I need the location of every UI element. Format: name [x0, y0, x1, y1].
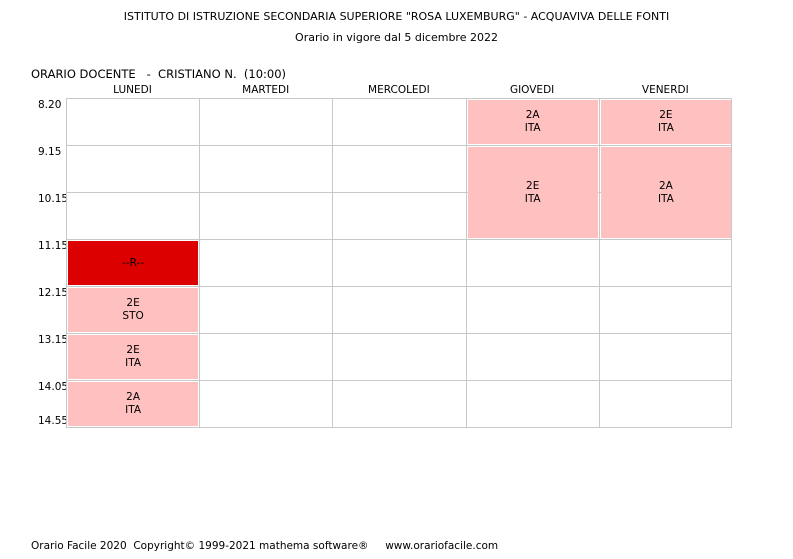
- grid-column-line: [199, 99, 201, 427]
- lesson-subject: ITA: [524, 122, 541, 134]
- lesson-class: 2E: [126, 297, 140, 309]
- lesson-cell[interactable]: 2A ITA: [68, 382, 199, 426]
- lesson-cell[interactable]: 2E ITA: [600, 100, 731, 144]
- time-label: 14.55: [38, 415, 69, 427]
- grid-column-line: [465, 99, 467, 427]
- grid-row-line: [67, 192, 731, 193]
- lesson-class: 2A: [126, 391, 141, 403]
- day-header-giovedi: GIOVEDI: [509, 84, 555, 96]
- time-label: 12.15: [38, 287, 69, 299]
- lesson-class: 2E: [659, 109, 673, 121]
- lesson-class: 2A: [658, 179, 673, 192]
- lesson-subject: ITA: [657, 192, 674, 205]
- time-label: 10.15: [38, 193, 69, 205]
- day-header-martedi: MARTEDI: [242, 84, 290, 96]
- lesson-class: 2A: [525, 109, 540, 121]
- lesson-cell[interactable]: 2E ITA: [467, 147, 598, 238]
- footer-copyright: Orario Facile 2020 Copyright© 1999-2021 …: [31, 540, 499, 552]
- day-header-mercoledi: MERCOLEDI: [368, 84, 430, 96]
- lesson-class: 2E: [526, 179, 540, 192]
- grid-column-line: [332, 99, 334, 427]
- day-header-lunedi: LUNEDI: [113, 84, 152, 96]
- grid-row-line: [67, 239, 731, 240]
- time-label: 14.05: [38, 381, 69, 393]
- grid-row-line: [67, 286, 731, 287]
- time-label: 11.15: [38, 240, 69, 252]
- lesson-subject: STO: [122, 310, 144, 322]
- lesson-cell[interactable]: 2A ITA: [467, 100, 598, 144]
- grid-row-line: [67, 145, 731, 146]
- lesson-cell[interactable]: 2E STO: [68, 288, 199, 332]
- grid-column-line: [598, 99, 600, 427]
- lesson-subject: ITA: [657, 122, 674, 134]
- school-title: ISTITUTO DI ISTRUZIONE SECONDARIA SUPERI…: [123, 10, 670, 23]
- time-label: 8.20: [38, 99, 62, 111]
- lesson-subject: ITA: [125, 404, 142, 416]
- lesson-class: --R--: [122, 256, 145, 269]
- grid-row-line: [67, 380, 731, 381]
- grid-row-line: [67, 333, 731, 334]
- lesson-subject: ITA: [524, 192, 541, 205]
- timetable-grid: --R-- 2E STO 2E ITA 2A ITA 2A ITA 2E ITA 2E ITA 2A ITA: [66, 98, 732, 428]
- lesson-class: 2E: [126, 344, 140, 356]
- validity-subtitle: Orario in vigore dal 5 dicembre 2022: [295, 31, 498, 44]
- reserve-slot[interactable]: --R--: [68, 241, 199, 285]
- teacher-heading: ORARIO DOCENTE - CRISTIANO N. (10:00): [31, 67, 287, 81]
- time-label: 13.15: [38, 334, 69, 346]
- lesson-subject: ITA: [125, 357, 142, 369]
- time-label: 9.15: [38, 146, 62, 158]
- lesson-cell[interactable]: 2E ITA: [68, 335, 199, 379]
- lesson-cell[interactable]: 2A ITA: [600, 147, 731, 238]
- day-header-venerdi: VENERDI: [641, 84, 689, 96]
